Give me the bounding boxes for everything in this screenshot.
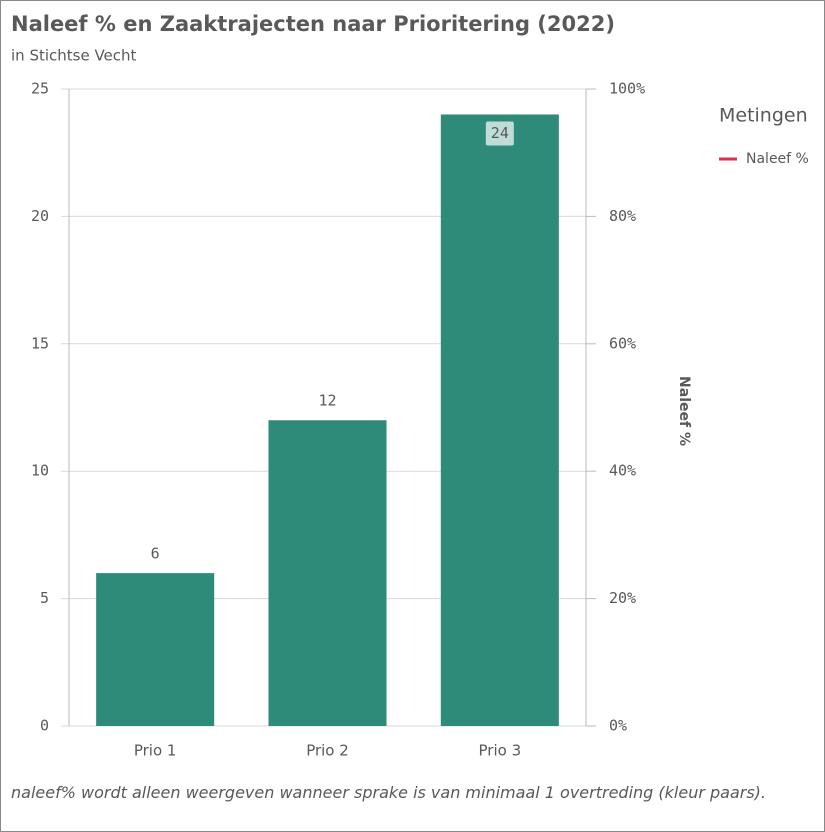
x-tick-label: Prio 2 (306, 742, 349, 760)
chart-subtitle: in Stichtse Vecht (11, 47, 137, 65)
footnote: naleef% wordt alleen weergeven wanneer s… (11, 783, 767, 802)
bar (268, 420, 387, 726)
y-tick-label: 15 (31, 334, 49, 352)
x-tick-label: Prio 3 (479, 742, 522, 760)
y-tick-label: 20 (31, 207, 49, 225)
bar (96, 573, 215, 726)
legend-title: Metingen (719, 105, 808, 127)
y2-tick-label: 80% (609, 207, 636, 225)
data-label: 24 (491, 124, 509, 142)
legend-label: Naleef % (746, 151, 809, 167)
y2-axis-label: Naleef % (676, 376, 692, 446)
y2-tick-label: 20% (609, 589, 636, 607)
bar (440, 114, 559, 727)
data-label-bg (485, 121, 514, 146)
y-tick-label: 0 (40, 717, 49, 735)
y-tick-label: 25 (31, 80, 49, 98)
x-tick-label: Prio 1 (134, 742, 177, 760)
chart-title: Naleef % en Zaaktrajecten naar Prioriter… (11, 12, 615, 36)
y2-tick-label: 0% (609, 717, 627, 735)
y-tick-label: 5 (40, 589, 49, 607)
y2-tick-label: 100% (609, 80, 645, 98)
y-tick-label: 10 (31, 462, 49, 480)
y2-tick-label: 40% (609, 462, 636, 480)
y2-tick-label: 60% (609, 334, 636, 352)
data-label: 6 (151, 545, 160, 563)
data-label: 12 (318, 392, 336, 410)
